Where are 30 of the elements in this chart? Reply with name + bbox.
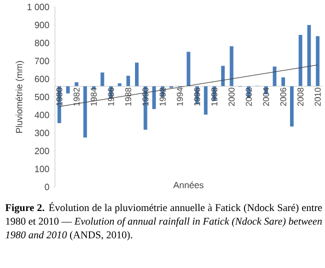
x-tick-label: 2004 <box>263 88 270 106</box>
y-tick-label: 600 <box>34 76 50 82</box>
x-tick-label: 1998 <box>211 88 218 106</box>
x-tick-label: 2000 <box>228 88 235 106</box>
x-tick-label: 1986 <box>108 88 114 106</box>
x-tick-label: 1990 <box>142 88 148 106</box>
x-tick-label: 2008 <box>297 88 304 106</box>
x-tick-label: 2002 <box>246 88 252 106</box>
x-tick-label: 1980 <box>56 88 62 106</box>
y-tick-label: 100 <box>35 166 50 172</box>
y-axis-title: Pluviométrie (mm) <box>16 61 24 133</box>
y-tick-label: 0 <box>44 184 50 190</box>
y-tick-label: 400 <box>34 112 50 118</box>
text: Figure 2. Évolution de la pluviométrie annuelle à Fatick (Ndock Saré) entre 1980 et 2010 — Evolution of annual rainfall in Fatick (Ndock Sare) between 1980 and 2010 (ANDS, 2010). <box>5 202 322 240</box>
x-tick-label: 2006 <box>280 88 286 106</box>
y-tick-label: 700 <box>34 58 50 64</box>
x-tick-label: 2010 <box>314 88 321 106</box>
y-tick-label: 900 <box>34 22 50 28</box>
y-tick-label: 1 000 <box>28 4 50 10</box>
x-axis-title: Années <box>173 182 204 188</box>
x-tick-label: 1984 <box>90 88 97 106</box>
y-tick-label: 500 <box>34 94 50 100</box>
x-tick-label: 1994 <box>176 88 183 106</box>
y-tick-label: 200 <box>34 148 50 154</box>
x-tick-label: 1982 <box>74 88 80 106</box>
x-tick-label: 1988 <box>125 88 132 106</box>
x-tick-label: 1992 <box>160 88 166 106</box>
x-tick-label: 1996 <box>194 88 200 106</box>
y-tick-label: 800 <box>34 40 50 46</box>
y-tick-label: 300 <box>34 130 50 136</box>
